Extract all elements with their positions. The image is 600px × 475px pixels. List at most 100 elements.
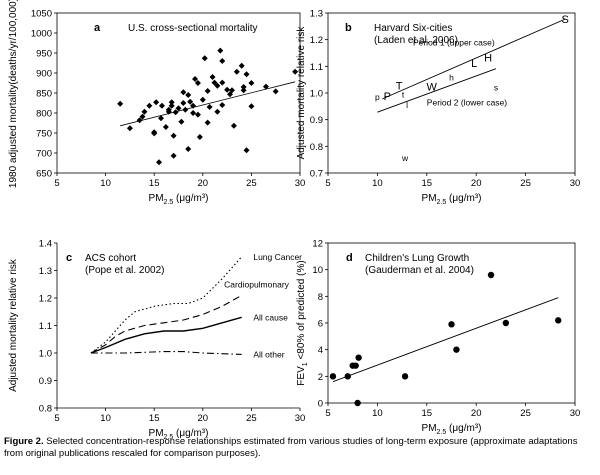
- data-point: [240, 87, 247, 94]
- series-line: [91, 351, 242, 355]
- point-label-h: h: [449, 72, 454, 82]
- data-point: [448, 321, 455, 328]
- data-point: [146, 102, 153, 109]
- y-tick-label: 1.4: [39, 239, 52, 250]
- data-point: [453, 346, 460, 353]
- data-point: [238, 62, 245, 69]
- figure-caption: Figure 2. Selected concentration-respons…: [4, 436, 596, 460]
- data-point: [168, 99, 175, 106]
- y-tick-label: 0.9: [39, 376, 52, 387]
- x-tick-label: 30: [570, 178, 581, 189]
- data-point: [248, 80, 255, 86]
- data-point: [178, 118, 185, 125]
- panel-title: (Pope et al. 2002): [85, 265, 165, 276]
- data-point: [344, 373, 351, 380]
- y-axis-label: FEV1 <80% of predicted (%): [296, 260, 309, 385]
- y-tick-label: 1.0: [39, 349, 52, 360]
- panel-title: ACS cohort: [85, 253, 136, 264]
- data-point: [156, 159, 163, 166]
- data-point: [175, 105, 182, 112]
- data-point: [187, 98, 194, 105]
- y-tick-label: 1.1: [310, 62, 323, 73]
- x-tick-label: 20: [198, 178, 209, 189]
- panel-c: 5 10 15 20 25 30 0.8 0.9 1.0 1.1 1.2 1.3 1.4 PM2.5 (μ…: [8, 239, 305, 442]
- panel-title: U.S. cross-sectional mortality: [128, 23, 257, 34]
- x-tick-label: 5: [325, 408, 330, 419]
- data-point: [352, 362, 359, 369]
- y-tick-label: 10: [312, 265, 323, 276]
- data-point: [206, 104, 213, 110]
- x-tick-label: 10: [372, 408, 383, 419]
- annotation-period-2: Period 2 (lower case): [427, 98, 507, 108]
- data-point: [555, 317, 562, 324]
- data-point: [240, 84, 247, 90]
- data-point: [248, 103, 255, 110]
- data-point: [209, 74, 216, 80]
- data-point: [139, 113, 146, 120]
- data-point: [217, 47, 224, 54]
- panel-d: 5 10 15 20 25 30 0 2 4 6 8 10 12 PM2.5 (μg/m³) FEV1 <8…: [296, 239, 580, 437]
- point-label-l: l: [406, 100, 408, 110]
- point-label-P: P: [384, 91, 391, 103]
- panel-b: 5 10 15 20 25 30 0.7 0.8 0.9 1.0 1.1 1.2 1.3 PM2.5 (μ…: [296, 9, 580, 207]
- data-point: [170, 132, 177, 139]
- point-label-H: H: [484, 52, 492, 64]
- data-point: [158, 102, 165, 109]
- panel-letter: c: [66, 252, 72, 264]
- y-tick-label: 1000: [31, 29, 52, 40]
- panel-a: 5 10 15 20 25 30 650 700 750 800 850 900 950 1000 1050…: [8, 0, 305, 206]
- data-point: [141, 108, 148, 115]
- y-tick-label: 1.2: [310, 35, 323, 46]
- data-point: [196, 134, 203, 140]
- x-tick-label: 5: [325, 178, 330, 189]
- y-tick-label: 0.8: [39, 404, 52, 415]
- x-tick-label: 30: [570, 408, 581, 419]
- y-tick-label: 0.9: [310, 115, 323, 126]
- data-point: [151, 130, 158, 137]
- y-axis-label: 1980 adjusted mortality(deaths/yr/100,00…: [8, 0, 19, 188]
- data-point: [219, 102, 226, 108]
- data-point: [194, 80, 201, 86]
- x-axis-label: PM2.5 (μg/m³): [422, 423, 482, 436]
- x-tick-label: 25: [520, 178, 531, 189]
- x-axis-label: PM2.5 (μg/m³): [422, 193, 482, 206]
- data-point: [201, 55, 208, 62]
- data-point: [214, 108, 221, 115]
- y-tick-label: 4: [318, 345, 323, 356]
- y-tick-label: 6: [318, 319, 323, 330]
- annotation-period-1: Period 1 (upper case): [413, 38, 495, 48]
- point-label-L: L: [471, 58, 477, 70]
- point-label-W: W: [427, 82, 438, 94]
- y-axis-label: Adjusted mortality relative risk: [8, 258, 19, 392]
- y-tick-label: 950: [36, 49, 52, 60]
- data-point: [228, 87, 235, 94]
- panel-title: Harvard Six-cities: [374, 23, 452, 34]
- x-tick-label: 10: [100, 178, 111, 189]
- x-tick-label: 25: [246, 178, 257, 189]
- panel-letter: b: [345, 22, 352, 34]
- data-point: [272, 88, 279, 95]
- point-label-s: s: [494, 83, 498, 93]
- panel-letter: d: [346, 252, 353, 264]
- fit-line: [332, 297, 559, 383]
- fit-line: [377, 68, 497, 113]
- x-tick-label: 20: [471, 178, 482, 189]
- y-tick-label: 650: [36, 169, 52, 180]
- y-tick-label: 1.3: [310, 9, 323, 20]
- x-tick-label: 20: [471, 408, 482, 419]
- data-point: [262, 83, 269, 90]
- plot-frame: [56, 12, 301, 174]
- data-point: [224, 86, 231, 93]
- y-tick-label: 750: [36, 129, 52, 140]
- data-point: [180, 100, 187, 106]
- y-tick-label: 8: [318, 292, 323, 303]
- y-tick-label: 0: [318, 399, 323, 410]
- data-point: [192, 76, 199, 82]
- x-tick-label: 10: [100, 413, 111, 424]
- data-point: [233, 68, 240, 75]
- y-tick-label: 12: [312, 239, 323, 250]
- series-line: [90, 316, 242, 354]
- series-line: [90, 256, 243, 354]
- fit-line: [120, 81, 296, 127]
